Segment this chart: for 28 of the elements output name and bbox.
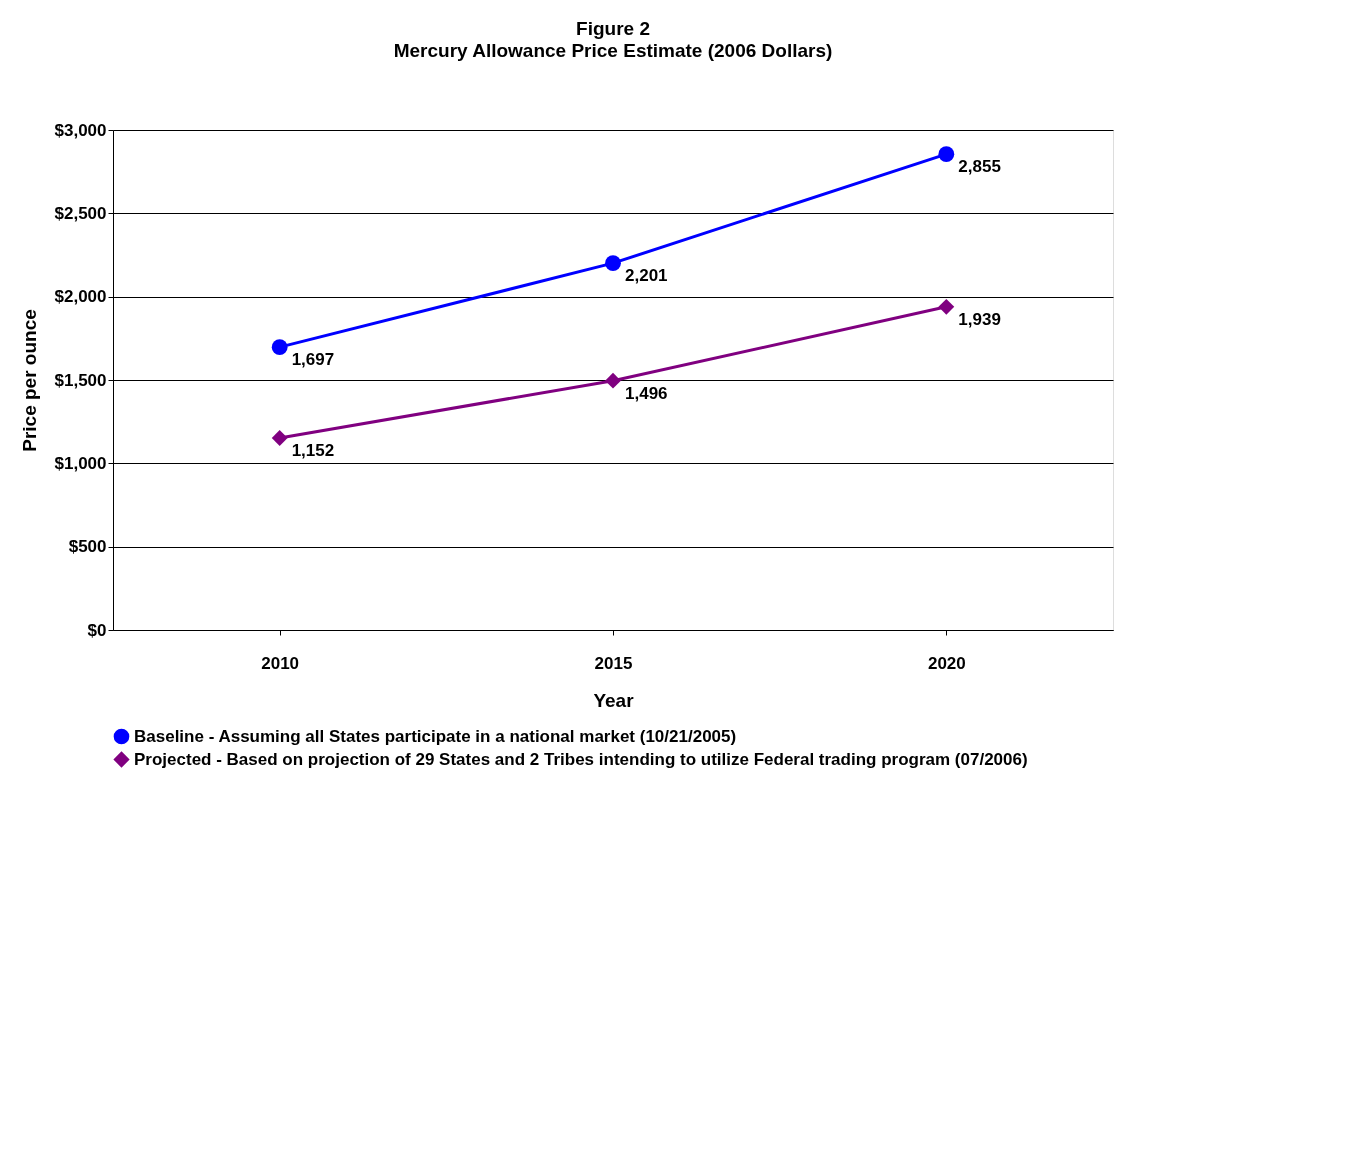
y-tick-label: $0 (87, 620, 107, 640)
y-tick-label: $3,000 (54, 120, 107, 140)
y-axis-title: Price per ounce (18, 309, 40, 452)
point (605, 372, 621, 389)
x-tick-label: 2020 (927, 653, 966, 673)
y-tick-label: $1,000 (54, 453, 107, 473)
data-label: 1,697 (291, 350, 335, 370)
data-label: 2,201 (625, 266, 668, 286)
y-tick-label: $1,500 (54, 370, 107, 390)
legend-label: Baseline - Assuming all States participate in a national market (10/21/2005) (134, 726, 737, 746)
data-label: 2,855 (958, 157, 1001, 177)
y-tick-label: $2,500 (54, 203, 107, 223)
point (938, 298, 955, 315)
data-label: 1,496 (625, 383, 668, 403)
chart-title: Figure 2 (576, 18, 650, 39)
x-axis-title: Year (593, 689, 635, 711)
y-tick-label: $500 (68, 537, 107, 557)
chart-subtitle: Mercury Allowance Price Estimate (2006 Dollars) (393, 40, 833, 61)
x-tick-label: 2010 (261, 653, 300, 673)
point (271, 339, 288, 356)
point (938, 146, 955, 163)
point (605, 255, 621, 272)
data-label: 1,152 (291, 441, 335, 460)
x-tick-label: 2015 (594, 653, 633, 673)
legend-label: Projected - Based on projection of 29 States and 2 Tribes intending to utilize Federal trading program (07/2006) (134, 749, 1028, 769)
y-tick-label: $2,000 (54, 287, 107, 307)
data-label: 1,939 (958, 309, 1001, 329)
point (271, 430, 288, 446)
